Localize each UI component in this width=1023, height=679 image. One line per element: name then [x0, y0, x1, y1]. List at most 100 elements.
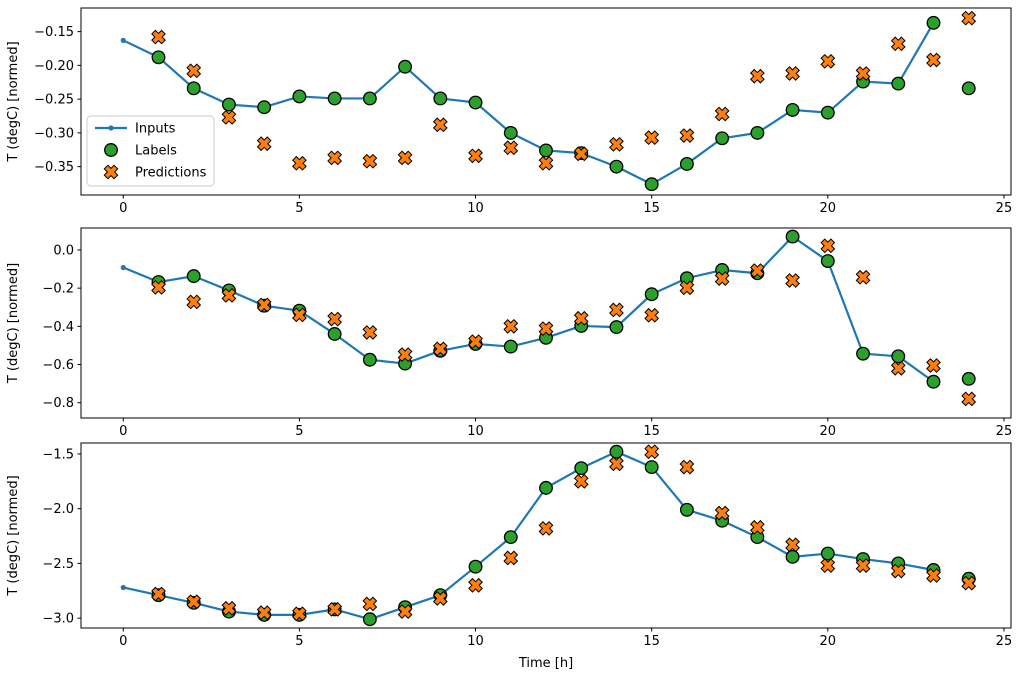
inputs-dot-marker	[120, 37, 126, 44]
predictions-x-marker	[749, 68, 765, 84]
inputs-dot-marker	[120, 264, 126, 271]
predictions-x-marker	[432, 591, 448, 606]
predictions-x-marker	[186, 63, 202, 79]
predictions-x-marker	[609, 456, 624, 472]
predictions-x-marker	[573, 146, 589, 162]
predictions-x-marker	[327, 150, 343, 166]
x-axis-label: Time [h]	[518, 656, 573, 671]
predictions-x-marker	[714, 106, 730, 122]
labels-circle-marker	[961, 371, 976, 386]
y-tick-label: −0.15	[34, 25, 74, 40]
labels-circle-marker	[257, 100, 272, 115]
predictions-x-marker	[644, 307, 660, 323]
predictions-x-marker	[961, 575, 977, 591]
legend-predictions-x-sample	[103, 164, 119, 180]
labels-circle-marker	[926, 15, 941, 30]
x-tick-label: 0	[119, 201, 127, 216]
y-tick-label: −0.30	[34, 126, 74, 141]
predictions-x-marker	[292, 155, 307, 171]
predictions-x-marker	[468, 334, 483, 350]
predictions-x-marker	[785, 273, 800, 288]
inputs-series	[120, 233, 937, 385]
labels-circle-marker	[785, 229, 800, 244]
predictions-x-marker	[503, 318, 519, 334]
y-tick-label: 0.0	[53, 243, 74, 258]
predictions-x-marker	[256, 605, 272, 621]
x-tick-label: 5	[295, 424, 303, 439]
x-tick-label: 25	[996, 634, 1013, 649]
predictions-x-marker	[503, 550, 519, 566]
x-tick-label: 25	[996, 424, 1013, 439]
predictions-x-marker	[749, 263, 765, 278]
predictions-x-marker	[221, 109, 237, 125]
x-tick-label: 15	[643, 201, 660, 216]
predictions-x-marker	[926, 52, 941, 68]
legend-box	[86, 115, 215, 187]
predictions-x-marker	[362, 153, 378, 169]
predictions-x-marker	[609, 302, 624, 318]
predictions-x-marker	[327, 311, 343, 327]
predictions-x-marker	[714, 271, 730, 286]
labels-circle-marker	[644, 177, 659, 192]
y-tick-label: −0.2	[42, 282, 74, 297]
axes-frame-top	[80, 7, 1012, 196]
predictions-x-marker	[256, 136, 272, 152]
labels-circle-marker	[820, 546, 835, 561]
y-tick-label: −0.6	[42, 358, 74, 373]
inputs-series	[120, 20, 937, 187]
predictions-x-marker	[397, 347, 413, 362]
x-tick-label: 25	[996, 201, 1013, 216]
labels-circle-marker	[609, 320, 624, 335]
predictions-x-marker	[468, 148, 483, 164]
labels-circle-marker	[574, 461, 589, 476]
x-tick-label: 20	[820, 424, 837, 439]
x-tick-label: 10	[467, 201, 484, 216]
predictions-x-marker	[362, 596, 378, 612]
predictions-x-marker	[468, 577, 483, 593]
labels-circle-marker	[503, 125, 518, 140]
predictions-x-marker	[186, 594, 202, 610]
y-tick-label: −0.35	[34, 160, 74, 175]
predictions-x-marker	[785, 537, 800, 553]
inputs-series	[120, 449, 937, 622]
inputs-line	[122, 22, 935, 186]
predictions-series	[151, 444, 977, 622]
y-axis-label: T (degC) [normed]	[6, 41, 21, 162]
labels-circle-marker	[926, 374, 941, 389]
labels-circle-marker	[398, 59, 413, 74]
predictions-series	[151, 238, 977, 407]
predictions-x-marker	[785, 66, 800, 81]
predictions-x-marker	[538, 321, 554, 337]
predictions-x-marker	[503, 140, 519, 156]
predictions-x-marker	[679, 459, 695, 475]
x-tick-label: 15	[643, 424, 660, 439]
labels-circle-marker	[679, 156, 694, 171]
predictions-x-marker	[221, 288, 237, 303]
labels-circle-marker	[644, 287, 659, 302]
labels-circle-marker	[468, 559, 483, 574]
labels-series	[151, 444, 976, 627]
predictions-x-marker	[151, 586, 166, 602]
predictions-x-marker	[961, 10, 977, 26]
y-tick-label: −3.0	[42, 612, 74, 627]
x-tick-label: 20	[820, 201, 837, 216]
x-tick-label: 15	[643, 634, 660, 649]
labels-circle-marker	[820, 254, 835, 268]
legend-entry-label: Predictions	[135, 166, 207, 181]
labels-circle-marker	[679, 502, 694, 517]
x-tick-label: 0	[119, 424, 127, 439]
predictions-x-marker	[820, 53, 836, 69]
x-tick-label: 0	[119, 634, 127, 649]
legend-labels-circle-sample	[104, 143, 118, 157]
labels-circle-marker	[292, 89, 307, 104]
predictions-x-marker	[961, 391, 977, 407]
predictions-x-marker	[573, 473, 589, 489]
predictions-x-marker	[749, 519, 765, 535]
legend-entry-label: Inputs	[135, 122, 176, 137]
labels-circle-marker	[327, 91, 342, 106]
x-tick-label: 10	[467, 634, 484, 649]
x-tick-label: 10	[467, 424, 484, 439]
labels-circle-marker	[856, 346, 870, 361]
labels-circle-marker	[222, 97, 236, 112]
predictions-x-marker	[644, 130, 660, 146]
